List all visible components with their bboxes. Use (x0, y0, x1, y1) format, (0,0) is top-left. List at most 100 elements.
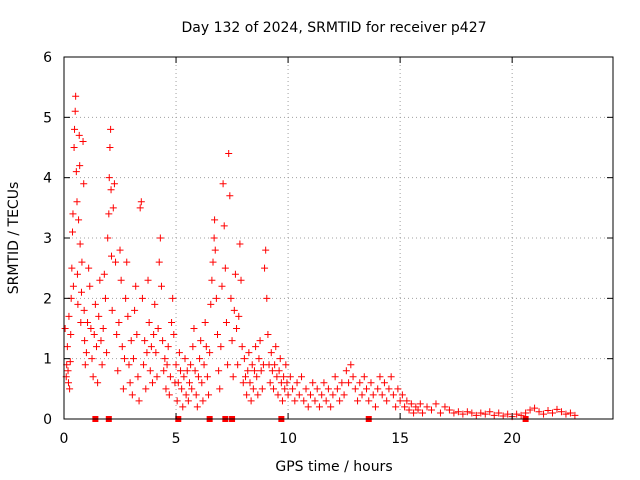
data-point (432, 400, 440, 408)
data-point (75, 131, 83, 139)
data-point (394, 385, 402, 393)
data-point (84, 318, 92, 326)
data-point (463, 408, 471, 416)
data-point (329, 391, 337, 399)
data-point (156, 234, 164, 242)
data-point (168, 318, 176, 326)
data-point (369, 391, 377, 399)
grid-lines (64, 57, 613, 419)
data-point (252, 343, 260, 351)
data-point (105, 174, 113, 182)
data-point (356, 379, 364, 387)
data-point (468, 409, 476, 417)
data-point (219, 180, 227, 188)
data-point (248, 361, 256, 369)
data-point (256, 337, 264, 345)
data-point (108, 306, 116, 314)
data-point (63, 343, 71, 351)
data-point (114, 367, 122, 375)
data-point (67, 331, 75, 339)
data-point (98, 361, 106, 369)
data-point (255, 355, 263, 363)
data-point (198, 379, 206, 387)
data-point (179, 403, 187, 411)
data-point (270, 385, 278, 393)
data-point (196, 355, 204, 363)
data-point (126, 379, 134, 387)
data-point (403, 397, 411, 405)
data-point (64, 379, 72, 387)
data-point (122, 294, 130, 302)
data-point (571, 411, 579, 419)
data-point (238, 343, 246, 351)
data-point (416, 400, 424, 408)
data-point (306, 391, 314, 399)
data-point (184, 397, 192, 405)
data-point (566, 409, 574, 417)
data-point (354, 397, 362, 405)
y-tick-label: 6 (43, 50, 52, 66)
data-point (173, 397, 181, 405)
data-point (71, 125, 79, 133)
data-point (385, 385, 393, 393)
data-point (557, 408, 565, 416)
data-point (206, 349, 214, 357)
data-point (363, 385, 371, 393)
data-point (128, 391, 136, 399)
data-point (318, 391, 326, 399)
data-point (450, 409, 458, 417)
data-point (182, 391, 190, 399)
data-point (230, 306, 238, 314)
data-point (407, 400, 415, 408)
data-point (208, 276, 216, 284)
data-point (166, 373, 174, 381)
data-point (194, 373, 202, 381)
y-tick-label: 4 (43, 171, 52, 187)
data-point (154, 325, 162, 332)
y-axis-label: SRMTID / TECUs (6, 182, 22, 295)
data-point (225, 150, 233, 158)
data-point (380, 379, 388, 387)
data-point (499, 412, 507, 420)
data-point (77, 288, 85, 296)
data-point (387, 373, 395, 381)
data-point (72, 92, 80, 100)
data-point (193, 403, 201, 411)
data-point (69, 282, 77, 290)
data-point (410, 409, 418, 417)
data-point (200, 361, 208, 369)
data-point (257, 367, 265, 375)
data-point (125, 361, 133, 369)
data-point (562, 410, 570, 418)
data-point (495, 409, 503, 417)
data-point (268, 367, 276, 375)
data-point (338, 379, 346, 387)
data-point (371, 403, 379, 411)
data-point (228, 337, 236, 345)
data-point (275, 367, 283, 375)
data-point (374, 385, 382, 393)
data-point (86, 282, 94, 290)
data-point (261, 264, 269, 272)
data-point (73, 198, 81, 206)
data-point (477, 409, 485, 417)
data-point (486, 408, 494, 416)
data-point (235, 312, 243, 320)
data-point (174, 379, 182, 387)
data-point (548, 409, 556, 417)
data-point (324, 385, 332, 393)
data-point (123, 258, 131, 266)
data-point (436, 409, 444, 417)
data-point (169, 294, 177, 302)
data-point (227, 294, 235, 302)
data-point (267, 349, 275, 357)
data-point (164, 343, 172, 351)
data-point (441, 403, 449, 411)
data-point (217, 343, 225, 351)
data-point (345, 379, 353, 387)
data-point (163, 361, 171, 369)
data-point (65, 312, 73, 320)
data-point (263, 294, 271, 302)
data-point (423, 403, 431, 411)
